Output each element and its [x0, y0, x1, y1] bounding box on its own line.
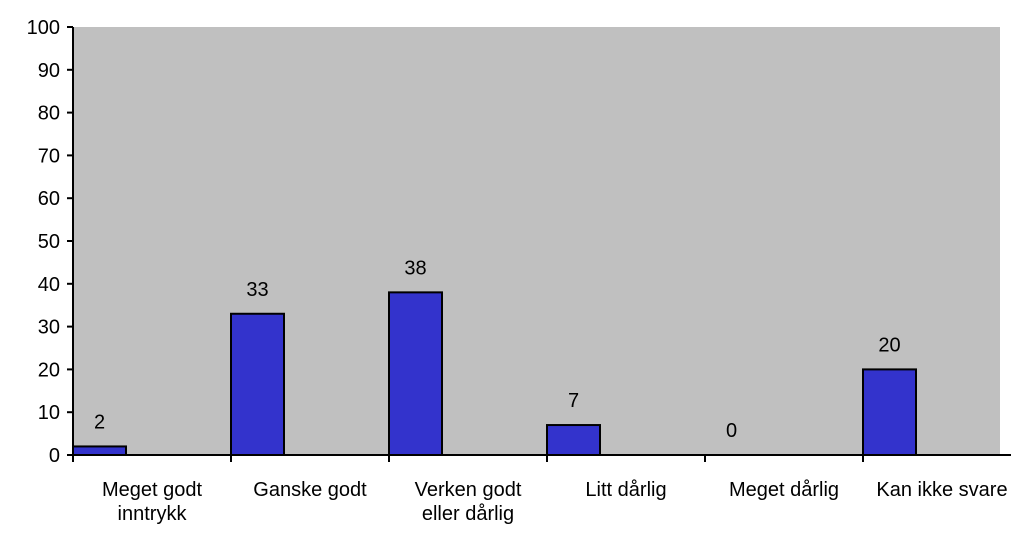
bar: [388, 291, 443, 456]
y-tick-label: 100: [27, 17, 60, 39]
bar: [230, 312, 285, 457]
x-tick-label: Verken godt eller dårlig: [414, 479, 522, 525]
plot-area: [73, 27, 1000, 455]
y-tick-label: 0: [49, 445, 60, 467]
y-tick-label: 20: [38, 359, 60, 381]
y-tick-label: 70: [38, 145, 60, 167]
y-tick-label: 60: [38, 188, 60, 210]
y-tick-label: 10: [38, 402, 60, 424]
bar: [862, 368, 917, 456]
y-tick-label: 30: [38, 317, 60, 339]
x-tick-label: Meget dårlig: [728, 479, 840, 501]
value-label: 7: [568, 390, 579, 412]
x-tick-label: Litt dårlig: [585, 479, 667, 501]
value-label: 38: [404, 257, 426, 279]
value-label: 20: [878, 334, 900, 356]
bar: [546, 424, 601, 457]
x-tick-label: Kan ikke svare: [876, 479, 1008, 501]
y-tick-label: 50: [38, 231, 60, 253]
value-label: 0: [726, 420, 737, 442]
x-tick-label: Meget godt inntrykk: [101, 479, 203, 525]
y-tick-label: 80: [38, 103, 60, 125]
value-label: 33: [246, 279, 268, 301]
y-tick-label: 90: [38, 60, 60, 82]
y-tick-label: 40: [38, 274, 60, 296]
value-label: 2: [94, 411, 105, 433]
x-tick-label: Ganske godt: [253, 479, 367, 501]
bar: [72, 445, 127, 457]
